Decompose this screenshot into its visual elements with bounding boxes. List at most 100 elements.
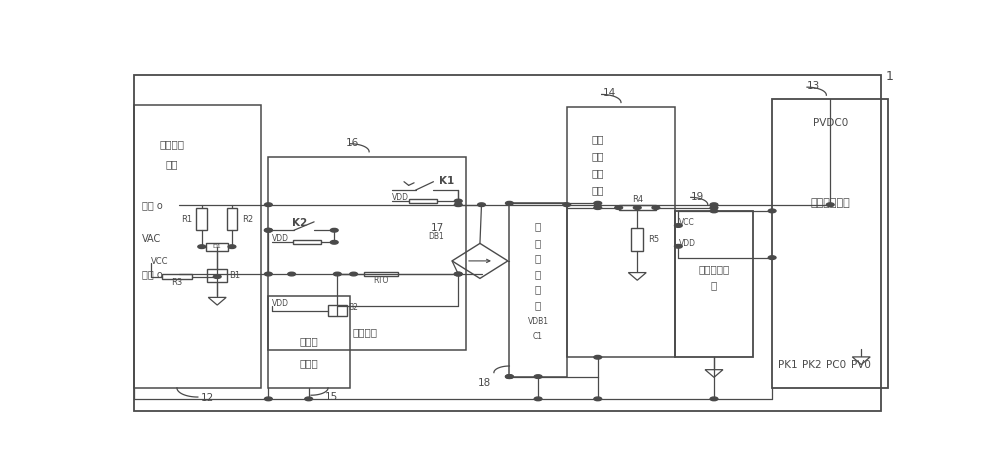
Circle shape <box>652 206 660 210</box>
Circle shape <box>478 203 485 207</box>
Text: VDD: VDD <box>392 193 409 202</box>
Circle shape <box>506 201 513 205</box>
Text: PK2: PK2 <box>802 360 821 370</box>
Circle shape <box>305 397 313 401</box>
Text: 15: 15 <box>325 392 338 402</box>
Bar <box>134 105 261 388</box>
Text: 16: 16 <box>346 137 359 147</box>
Bar <box>268 157 466 350</box>
Text: B2: B2 <box>348 303 358 312</box>
Circle shape <box>264 228 272 232</box>
Text: 块: 块 <box>535 300 541 310</box>
Text: 模: 模 <box>535 284 541 294</box>
Circle shape <box>710 203 718 207</box>
Circle shape <box>674 245 682 248</box>
Circle shape <box>594 201 602 205</box>
Text: 18: 18 <box>478 378 491 388</box>
Text: K2: K2 <box>292 218 307 228</box>
Circle shape <box>615 206 623 210</box>
Bar <box>328 305 347 316</box>
Text: 检测: 检测 <box>592 168 604 178</box>
Text: 14: 14 <box>603 88 616 99</box>
Text: 高: 高 <box>535 222 541 232</box>
Bar <box>619 205 656 210</box>
Text: 模块: 模块 <box>592 185 604 195</box>
Circle shape <box>506 375 513 378</box>
Circle shape <box>264 272 272 276</box>
Text: 过零检测: 过零检测 <box>159 139 184 149</box>
Circle shape <box>534 397 542 401</box>
Circle shape <box>264 397 272 401</box>
Text: VDB1: VDB1 <box>528 317 549 326</box>
Bar <box>675 211 753 357</box>
Circle shape <box>710 209 718 213</box>
Text: 启动模块: 启动模块 <box>353 328 378 337</box>
Bar <box>162 274 192 279</box>
Circle shape <box>454 272 462 276</box>
Circle shape <box>454 203 462 207</box>
Text: 电源转换模: 电源转换模 <box>698 264 730 274</box>
Circle shape <box>264 228 272 232</box>
Text: 13: 13 <box>807 81 820 91</box>
Text: RTO: RTO <box>373 276 388 285</box>
Circle shape <box>506 375 513 378</box>
Bar <box>409 199 437 203</box>
Text: PVDC0: PVDC0 <box>813 118 848 128</box>
Text: 块: 块 <box>711 280 717 290</box>
Circle shape <box>710 397 718 401</box>
Text: 制模块: 制模块 <box>299 358 318 368</box>
Text: D1: D1 <box>213 244 222 249</box>
Circle shape <box>454 272 462 276</box>
Text: K1: K1 <box>439 176 454 186</box>
Text: R4: R4 <box>632 195 643 204</box>
Bar <box>268 296 350 388</box>
Text: 电源控: 电源控 <box>299 337 318 346</box>
Text: PK1: PK1 <box>778 360 797 370</box>
Circle shape <box>674 224 682 228</box>
Text: 零线 o: 零线 o <box>142 200 163 210</box>
Text: VCC: VCC <box>151 257 168 266</box>
Circle shape <box>826 203 834 207</box>
Text: 控制电路模块: 控制电路模块 <box>810 198 850 208</box>
Circle shape <box>594 397 602 401</box>
Circle shape <box>633 206 641 210</box>
Text: VDD: VDD <box>679 239 696 248</box>
Circle shape <box>594 206 602 210</box>
Circle shape <box>710 206 718 210</box>
Text: 能: 能 <box>535 269 541 279</box>
Text: R1: R1 <box>181 215 192 224</box>
Bar <box>567 107 675 357</box>
Circle shape <box>213 275 221 278</box>
Bar <box>509 203 567 377</box>
Text: R5: R5 <box>648 235 659 244</box>
Bar <box>206 243 228 251</box>
Text: 模块: 模块 <box>165 160 178 170</box>
Text: 直流: 直流 <box>592 134 604 144</box>
Text: PV0: PV0 <box>851 360 871 370</box>
Bar <box>207 269 227 283</box>
Bar <box>293 240 321 245</box>
Circle shape <box>330 228 338 232</box>
Text: PC0: PC0 <box>826 360 847 370</box>
Circle shape <box>454 199 462 203</box>
Text: 12: 12 <box>201 393 214 403</box>
Text: 电压: 电压 <box>592 151 604 161</box>
Text: VCC: VCC <box>679 219 695 228</box>
Bar <box>772 99 888 388</box>
Text: VDD: VDD <box>272 299 289 308</box>
Circle shape <box>563 203 571 207</box>
Circle shape <box>333 272 341 276</box>
Text: VAC: VAC <box>142 234 161 245</box>
Text: R2: R2 <box>242 215 253 224</box>
Text: 压: 压 <box>535 238 541 248</box>
Circle shape <box>264 203 272 207</box>
Text: 1: 1 <box>886 70 894 82</box>
Circle shape <box>768 209 776 213</box>
Circle shape <box>594 356 602 359</box>
Circle shape <box>350 272 358 276</box>
Text: VDD: VDD <box>272 234 289 243</box>
Bar <box>364 272 398 276</box>
Text: 19: 19 <box>691 191 704 201</box>
Bar <box>196 209 207 230</box>
Circle shape <box>228 245 236 248</box>
